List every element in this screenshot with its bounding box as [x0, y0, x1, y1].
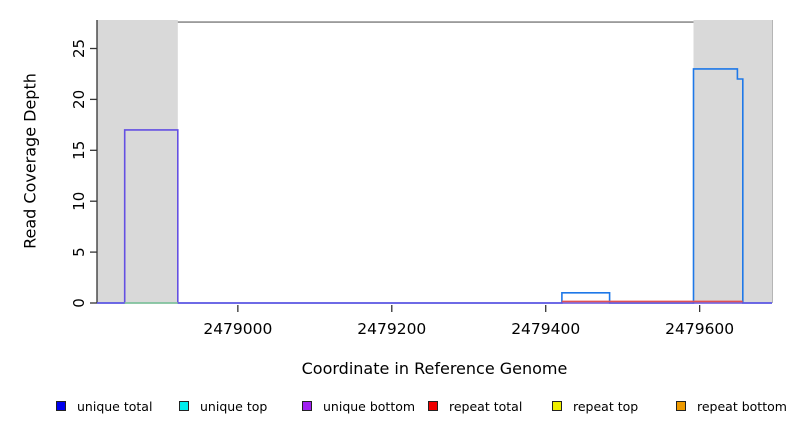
- legend-item-repeat-total: repeat total: [428, 398, 522, 414]
- legend-swatch-icon: [179, 401, 189, 411]
- y-tick-label: 15: [70, 141, 88, 160]
- x-tick-label: 2479600: [665, 320, 734, 338]
- left-shaded-region: [97, 20, 178, 303]
- y-axis-title: Read Coverage Depth: [20, 73, 40, 249]
- legend-item-unique-total: unique total: [56, 398, 152, 414]
- legend-swatch-icon: [428, 401, 438, 411]
- series-unique-bottom: [97, 129, 772, 304]
- legend-item-unique-bottom: unique bottom: [302, 398, 415, 414]
- legend-swatch-icon: [56, 401, 66, 411]
- y-tick-label: 5: [70, 247, 88, 257]
- x-tick-label: 2479400: [511, 320, 580, 338]
- x-tick-label: 2479200: [357, 320, 426, 338]
- legend: unique total unique top unique bottom repea…: [0, 398, 792, 418]
- legend-label: repeat top: [573, 398, 639, 414]
- legend-label: repeat bottom: [697, 398, 787, 414]
- legend-label: unique bottom: [323, 398, 416, 414]
- legend-item-repeat-bottom: repeat bottom: [676, 398, 787, 414]
- x-axis-title: Coordinate in Reference Genome: [301, 359, 568, 378]
- legend-label: repeat total: [449, 398, 523, 414]
- series-unique-total: [97, 68, 772, 304]
- y-tick-label: 0: [70, 298, 88, 308]
- x-tick-label: 2479000: [203, 320, 272, 338]
- legend-label: unique top: [200, 398, 268, 414]
- y-tick-label: 10: [70, 192, 88, 211]
- legend-swatch-icon: [552, 401, 562, 411]
- y-tick-label: 20: [70, 90, 88, 109]
- legend-swatch-icon: [676, 401, 686, 411]
- legend-item-unique-top: unique top: [179, 398, 267, 414]
- legend-item-repeat-top: repeat top: [552, 398, 638, 414]
- y-tick-label: 25: [70, 39, 88, 58]
- legend-label: unique total: [77, 398, 153, 414]
- legend-swatch-icon: [302, 401, 312, 411]
- right-shaded-region: [693, 20, 772, 303]
